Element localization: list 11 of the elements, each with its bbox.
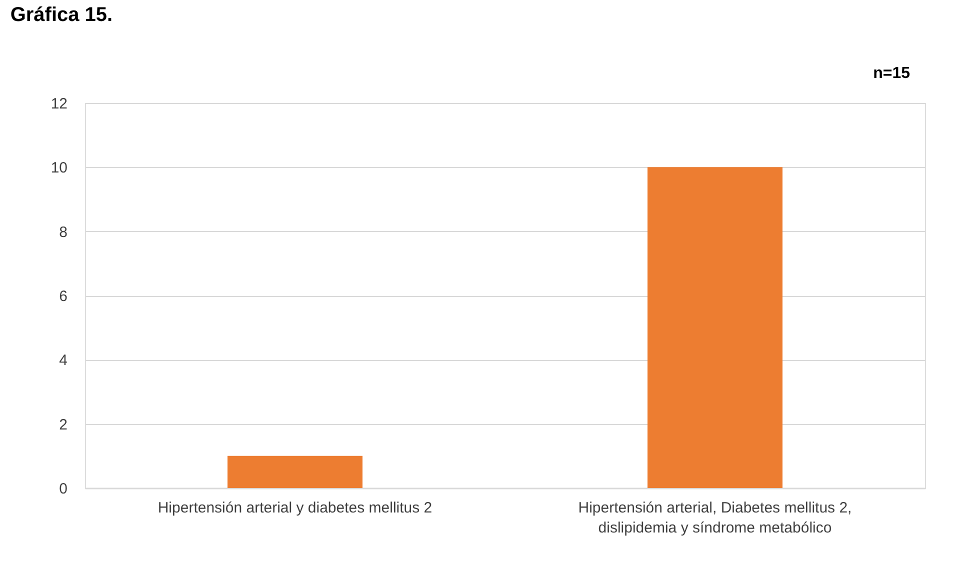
chart-title: Gráfica 15. xyxy=(10,4,113,26)
y-tick-label: 6 xyxy=(59,288,68,305)
y-tick-label: 2 xyxy=(59,416,68,434)
y-tick-label: 10 xyxy=(50,160,68,177)
y-tick-label: 0 xyxy=(59,480,68,498)
x-tick-label: Hipertensión arterial, Diabetes mellitus 2, dislipidemia y síndrome metabólico xyxy=(578,500,852,536)
y-tick-label: 12 xyxy=(50,96,68,112)
x-tick-label: Hipertensión arterial y diabetes mellitus 2 xyxy=(158,500,432,516)
y-tick-label: 8 xyxy=(59,224,68,241)
y-tick-label: 4 xyxy=(59,352,68,370)
text: n=15 xyxy=(873,65,910,82)
